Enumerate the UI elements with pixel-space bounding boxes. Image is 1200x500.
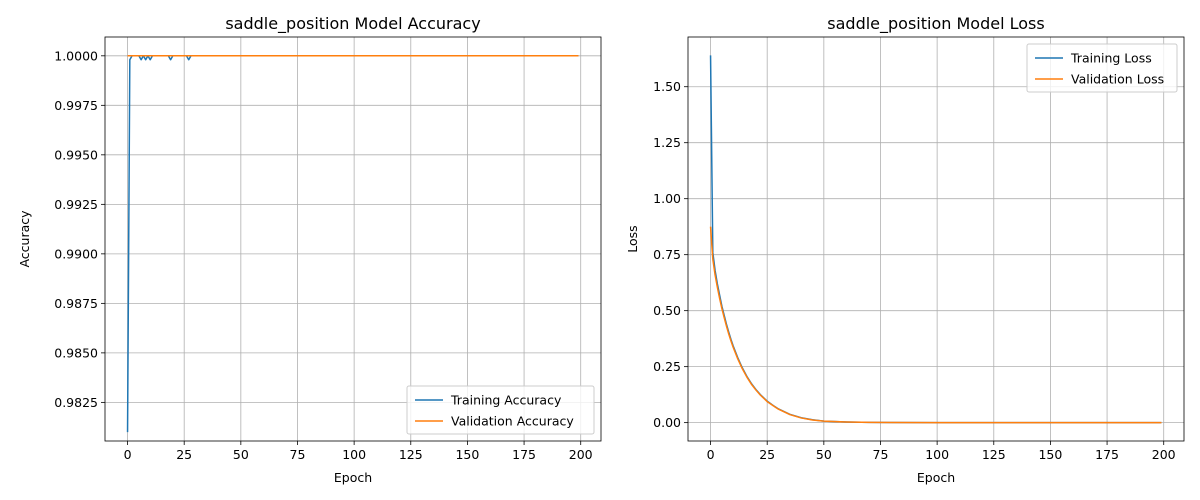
accuracy-y-tick-label: 0.9975: [54, 98, 98, 113]
accuracy-x-axis-label: Epoch: [334, 470, 372, 485]
accuracy-legend-label: Training Accuracy: [450, 393, 562, 408]
accuracy-y-tick-label: 0.9900: [54, 246, 98, 261]
accuracy-x-tick-label: 75: [290, 447, 306, 462]
loss-x-tick-label: 200: [1152, 447, 1176, 462]
loss-legend: Training Loss Validation Loss: [1026, 43, 1178, 93]
accuracy-x-tick-label: 175: [512, 447, 536, 462]
loss-legend-box: [1026, 43, 1178, 93]
accuracy-x-tick-label: 200: [569, 447, 593, 462]
accuracy-y-ticks: 0.9825 0.9850 0.9875 0.9900 0.9925 0.9950 0.99…: [54, 48, 105, 410]
accuracy-y-tick-label: 0.9925: [54, 197, 98, 212]
accuracy-y-tick-label: 0.9875: [54, 296, 98, 311]
loss-x-tick-label: 100: [925, 447, 949, 462]
accuracy-chart-title: saddle_position Model Accuracy: [225, 14, 480, 34]
loss-x-axis-label: Epoch: [917, 470, 955, 485]
accuracy-x-tick-label: 100: [342, 447, 366, 462]
accuracy-x-ticks: 0 25 50 75 100 125 150 175 200: [124, 441, 593, 462]
accuracy-x-tick-label: 25: [176, 447, 192, 462]
accuracy-x-tick-label: 50: [233, 447, 249, 462]
accuracy-x-tick-label: 0: [124, 447, 132, 462]
accuracy-plot-frame: [104, 36, 602, 442]
loss-x-tick-label: 25: [759, 447, 775, 462]
accuracy-legend: Training Accuracy Validation Accuracy: [406, 385, 595, 435]
loss-series-line-validation: [709, 226, 1162, 424]
loss-series-lines: [709, 55, 1162, 424]
accuracy-legend-box: [406, 385, 595, 435]
loss-chart-title: saddle_position Model Loss: [827, 14, 1044, 34]
accuracy-y-axis-label: Accuracy: [17, 210, 32, 268]
loss-legend-label: Validation Loss: [1071, 72, 1164, 87]
loss-plot-frame: [687, 36, 1185, 442]
loss-y-tick-label: 0.75: [653, 247, 681, 262]
loss-y-tick-label: 1.00: [653, 191, 681, 206]
loss-x-tick-label: 150: [1038, 447, 1062, 462]
accuracy-y-tick-label: 0.9825: [54, 395, 98, 410]
loss-x-tick-label: 125: [982, 447, 1006, 462]
loss-y-tick-label: 1.25: [653, 135, 681, 150]
accuracy-y-tick-label: 0.9850: [54, 345, 98, 360]
loss-chart: 0 25 50 75 100 125 150 175 200 0.00 0.25 0.50 0.75 1…: [625, 14, 1185, 485]
loss-y-tick-label: 0.00: [653, 415, 681, 430]
loss-y-tick-label: 0.25: [653, 359, 681, 374]
loss-legend-label: Training Loss: [1070, 51, 1152, 66]
loss-x-tick-label: 175: [1095, 447, 1119, 462]
loss-x-tick-label: 0: [707, 447, 715, 462]
accuracy-y-tick-label: 0.9950: [54, 147, 98, 162]
loss-x-tick-label: 75: [873, 447, 889, 462]
loss-y-axis-label: Loss: [625, 225, 640, 252]
accuracy-legend-label: Validation Accuracy: [451, 414, 574, 429]
accuracy-x-tick-label: 150: [455, 447, 479, 462]
accuracy-series-lines: [126, 55, 579, 433]
accuracy-x-tick-label: 125: [399, 447, 423, 462]
loss-x-tick-label: 50: [816, 447, 832, 462]
loss-y-tick-label: 0.50: [653, 303, 681, 318]
loss-x-ticks: 0 25 50 75 100 125 150 175 200: [707, 441, 1176, 462]
accuracy-y-tick-label: 1.0000: [54, 48, 98, 63]
accuracy-chart: 0 25 50 75 100 125 150 175 200 0.9825 0.9850 0.987…: [17, 14, 602, 485]
loss-y-tick-label: 1.50: [653, 79, 681, 94]
loss-y-ticks: 0.00 0.25 0.50 0.75 1.00 1.25 1.50: [653, 79, 688, 430]
